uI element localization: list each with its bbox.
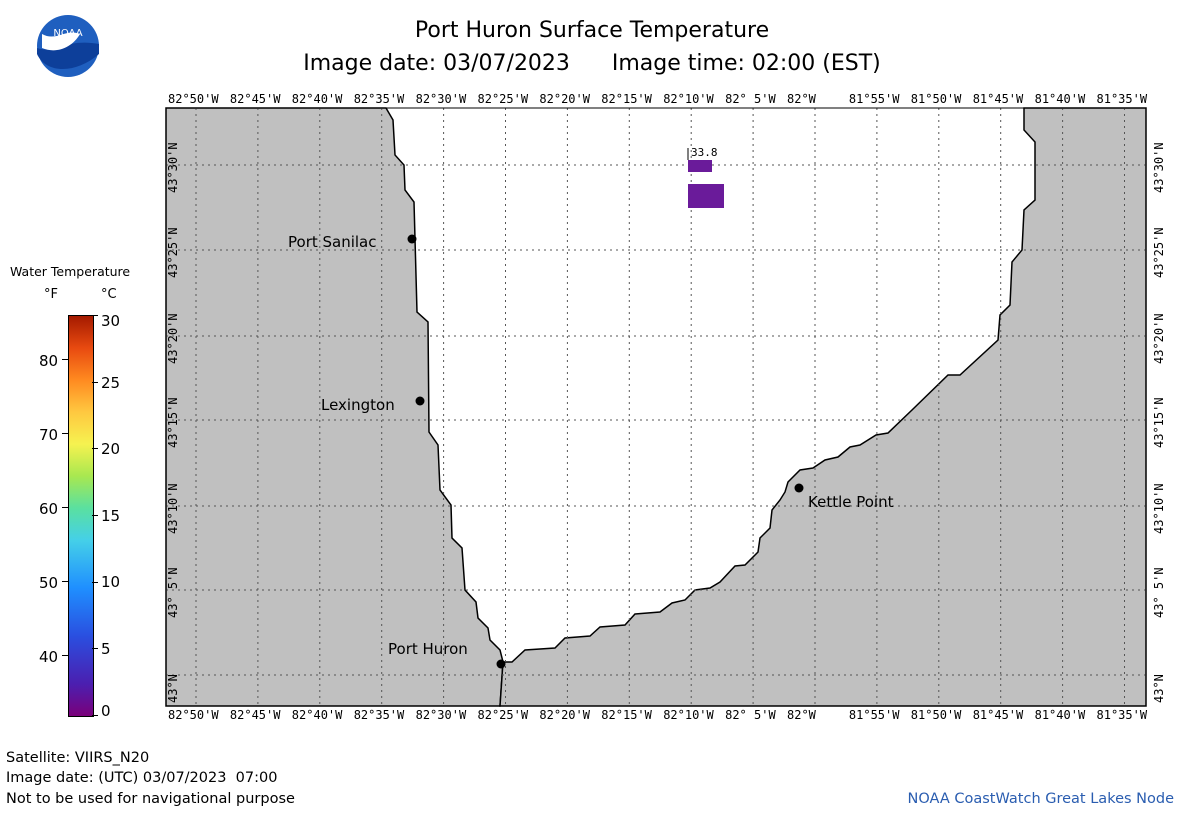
f-tick-80: 80 — [39, 352, 59, 370]
f-tick-40: 40 — [39, 648, 59, 666]
lon-tick-top: 82°10'W — [663, 92, 714, 106]
map-title: Port Huron Surface Temperature — [414, 18, 770, 43]
lat-tick-left: 43°30'N — [166, 142, 180, 193]
lat-tick-right: 43° 5'N — [1152, 567, 1166, 618]
colorbar-tick-c — [92, 715, 98, 716]
lon-tick-bottom: 81°50'W — [910, 708, 962, 722]
sst-data-cell — [688, 160, 712, 172]
lon-tick-top: 81°35'W — [1096, 92, 1148, 106]
lon-tick-bottom: 82°W — [787, 708, 816, 722]
legend-unit-c: °C — [101, 287, 117, 302]
footer-satellite: Satellite: VIIRS_N20 — [6, 750, 150, 766]
lat-tick-right: 43°15'N — [1152, 397, 1166, 448]
colorbar-tick-f — [62, 433, 68, 434]
c-tick-30: 30 — [101, 312, 121, 330]
port-sanilac-marker — [407, 234, 417, 244]
lon-tick-bottom: 82°50'W — [168, 708, 219, 722]
lat-tick-right: 43°N — [1152, 674, 1166, 703]
colorbar-tick-c — [92, 648, 98, 650]
lon-tick-top: 81°40'W — [1034, 92, 1086, 106]
lon-tick-bottom: 82°25'W — [477, 708, 529, 722]
logo-text: NOAA — [53, 28, 82, 39]
colorbar-tick-f — [62, 359, 68, 360]
legend-title: Water Temperature — [10, 264, 131, 279]
lon-tick-top: 82°50'W — [168, 92, 219, 106]
footer-image-date: Image date: (UTC) 03/07/2023 07:00 — [6, 770, 278, 786]
footer-disclaimer: Not to be used for navigational purpose — [6, 791, 295, 807]
lon-tick-bottom: 81°40'W — [1034, 708, 1086, 722]
colorbar-tick-c — [92, 448, 98, 450]
lon-tick-bottom: 82°35'W — [353, 708, 405, 722]
f-tick-70: 70 — [39, 426, 59, 444]
c-tick-0: 0 — [101, 702, 111, 720]
lat-tick-left: 43°20'N — [166, 313, 180, 364]
c-tick-15: 15 — [101, 507, 121, 525]
colorbar-tick-f — [62, 507, 68, 508]
lon-tick-bottom: 82°20'W — [539, 708, 590, 722]
lexington-marker — [415, 396, 425, 406]
c-tick-20: 20 — [101, 440, 121, 458]
lat-tick-left: 43°25'N — [166, 227, 180, 278]
sst-data-cell — [688, 184, 724, 208]
lat-tick-left: 43° 5'N — [166, 567, 180, 618]
colorbar-tick-c — [92, 381, 98, 383]
west-land — [165, 107, 504, 707]
lat-tick-left: 43°15'N — [166, 397, 180, 448]
kettle-point-marker — [794, 483, 804, 493]
c-tick-25: 25 — [101, 374, 121, 392]
lat-tick-right: 43°20'N — [1152, 313, 1166, 364]
lat-tick-left: 43°10'N — [166, 483, 180, 534]
noaa-logo: NOAA — [36, 14, 100, 78]
lat-tick-left: 43°N — [166, 674, 180, 703]
place-lexington: Lexington — [321, 396, 395, 414]
east-land — [499, 107, 1147, 707]
lon-tick-top: 81°45'W — [972, 92, 1024, 106]
port-huron-marker — [496, 659, 506, 669]
place-port-sanilac: Port Sanilac — [288, 233, 377, 251]
lon-tick-top: 82°35'W — [353, 92, 405, 106]
lon-tick-top: 82°20'W — [539, 92, 590, 106]
lon-tick-top: 82° 5'W — [725, 92, 776, 106]
lon-tick-top: 82°40'W — [291, 92, 343, 106]
colorbar-tick-c — [92, 315, 98, 316]
colorbar-tick-f — [62, 581, 68, 582]
colorbar-tick-c — [92, 515, 98, 516]
temperature-colorbar — [68, 315, 94, 717]
footer-credit: NOAA CoastWatch Great Lakes Node — [907, 791, 1174, 807]
lon-tick-top: 82°15'W — [601, 92, 652, 106]
data-value-label: 33.8 — [691, 146, 718, 159]
lon-tick-top: 82°30'W — [415, 92, 467, 106]
c-tick-10: 10 — [101, 573, 121, 591]
lon-tick-bottom: 82°45'W — [229, 708, 281, 722]
f-tick-60: 60 — [39, 500, 59, 518]
f-tick-50: 50 — [39, 574, 59, 592]
lon-tick-top: 82°W — [787, 92, 816, 106]
lat-tick-right: 43°30'N — [1152, 142, 1166, 193]
lat-tick-right: 43°10'N — [1152, 483, 1166, 534]
lon-tick-bottom: 82°15'W — [601, 708, 652, 722]
legend-unit-f: °F — [44, 287, 58, 302]
lon-tick-top: 81°55'W — [848, 92, 900, 106]
lon-tick-bottom: 82°40'W — [291, 708, 343, 722]
lon-tick-bottom: 82° 5'W — [725, 708, 776, 722]
place-kettle-point: Kettle Point — [808, 493, 894, 511]
lon-tick-bottom: 82°10'W — [663, 708, 714, 722]
lon-tick-top: 82°25'W — [477, 92, 529, 106]
place-port-huron: Port Huron — [388, 640, 468, 658]
map-subtitle: Image date: 03/07/2023 Image time: 02:00… — [303, 51, 881, 76]
lon-tick-bottom: 81°35'W — [1096, 708, 1148, 722]
colorbar-tick-f — [62, 655, 68, 656]
colorbar-tick-c — [92, 581, 98, 583]
lon-tick-top: 82°45'W — [229, 92, 281, 106]
lon-tick-top: 81°50'W — [910, 92, 962, 106]
lon-tick-bottom: 81°45'W — [972, 708, 1024, 722]
lon-tick-bottom: 82°30'W — [415, 708, 467, 722]
c-tick-5: 5 — [101, 640, 111, 658]
lat-tick-right: 43°25'N — [1152, 227, 1166, 278]
lon-tick-bottom: 81°55'W — [848, 708, 900, 722]
